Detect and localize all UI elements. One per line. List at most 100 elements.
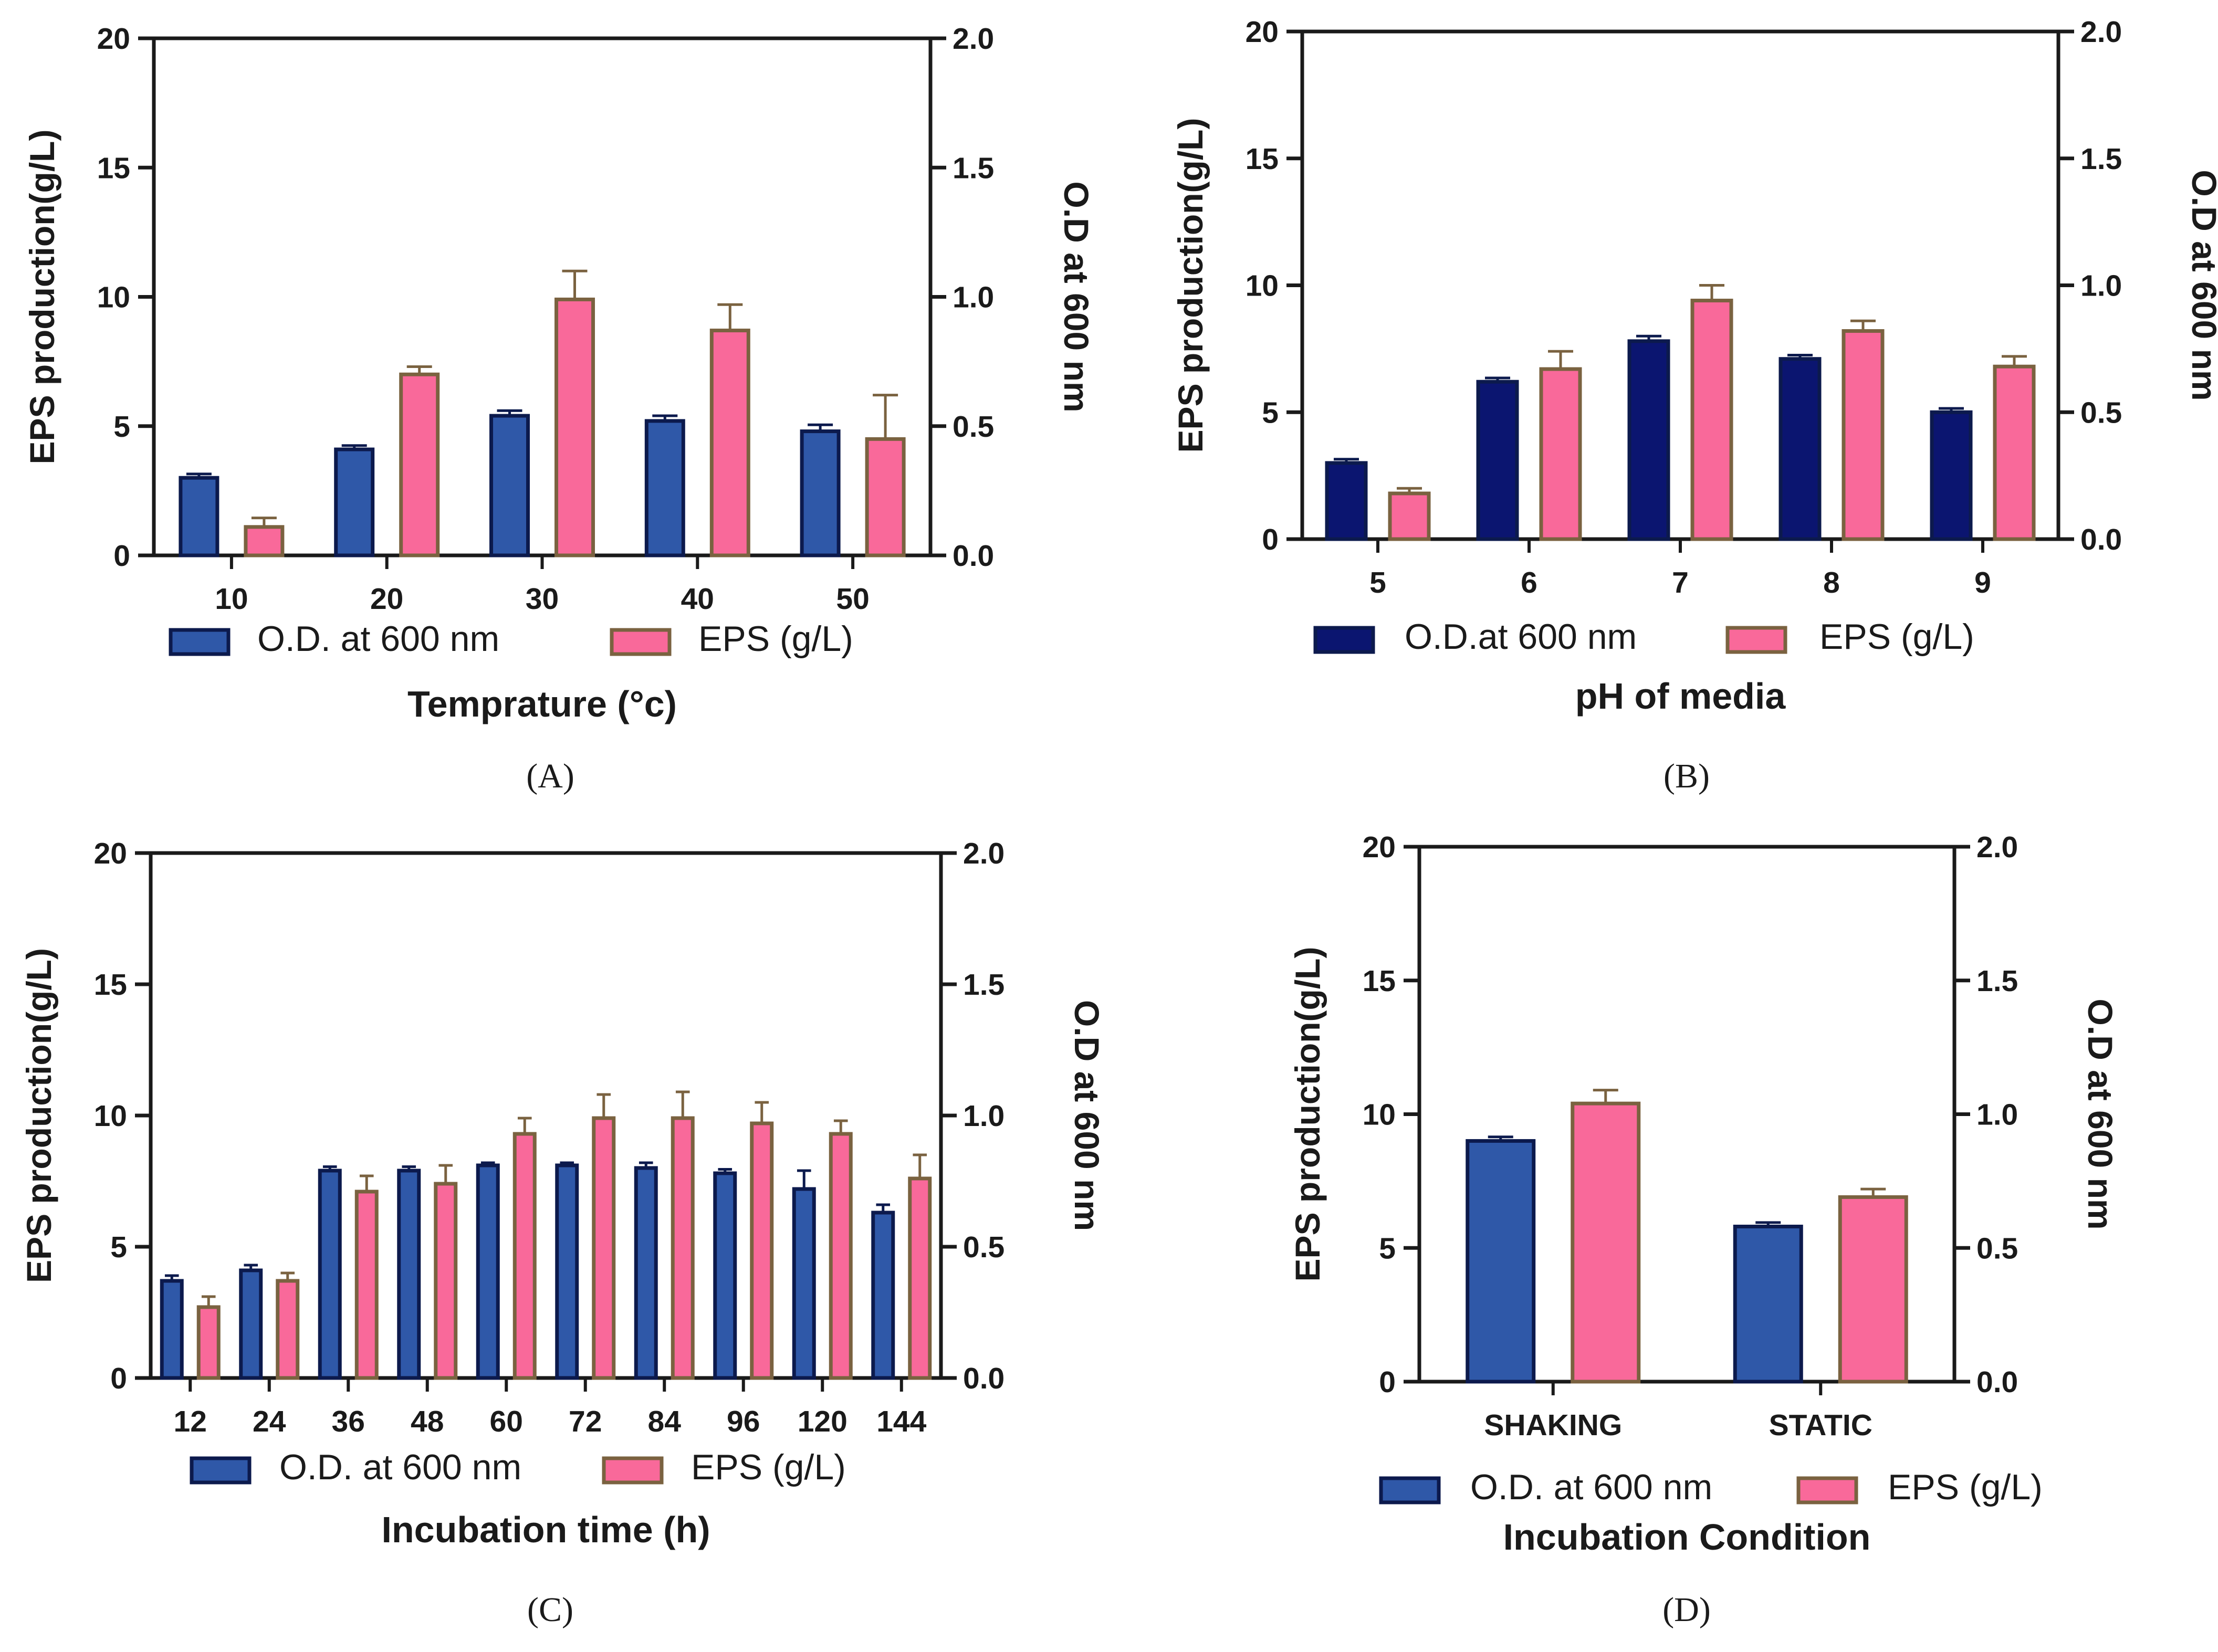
legend-od-label: O.D.at 600 nm <box>1405 617 1637 657</box>
right-tick-label: 0.0 <box>963 1362 1005 1395</box>
od-bar <box>1325 461 1368 541</box>
right-tick-label: 2.0 <box>963 837 1005 870</box>
legend-eps-swatch <box>1796 1476 1858 1504</box>
legend-eps-swatch <box>610 628 672 656</box>
right-tick-label: 0.0 <box>1976 1365 2018 1399</box>
eps-bar <box>592 1116 616 1380</box>
right-tick-label: 2.0 <box>953 22 994 56</box>
eps-bar <box>512 1132 537 1380</box>
eps-bar <box>671 1116 695 1380</box>
legend-od-swatch <box>1313 626 1375 654</box>
legend-eps-label: EPS (g/L) <box>1888 1467 2043 1507</box>
x-tick-label: 48 <box>411 1405 444 1438</box>
od-bar <box>792 1187 816 1380</box>
left-tick-label: 20 <box>1246 15 1279 49</box>
od-bar <box>800 429 841 557</box>
chart-panel-b: 0 5 10 15 20 0.0 0.5 1.0 1.5 2.0 5 6 7 8 9 EPS producti… <box>1171 15 2218 795</box>
od-bar <box>555 1163 579 1380</box>
right-axis-title: O.D at 600 nm <box>2185 170 2218 401</box>
x-tick-label: 84 <box>648 1405 682 1438</box>
right-tick-label: 0.0 <box>2080 523 2122 556</box>
chart-panel-a: 0 5 10 15 20 0.0 0.5 1.0 1.5 2.0 10 20 30 40 50 EPS pro… <box>23 22 1096 795</box>
x-tick-label: 6 <box>1521 566 1537 599</box>
od-bar <box>160 1279 184 1380</box>
left-tick-label: 5 <box>1379 1232 1396 1265</box>
chart-panel-c: 0 5 10 15 20 0.0 0.5 1.0 1.5 2.0 12 24 36 48 60 72 84 96 1… <box>19 837 1106 1629</box>
right-tick-label: 0.0 <box>953 539 994 573</box>
legend-od-swatch <box>1379 1476 1441 1504</box>
x-tick-label: 9 <box>1974 566 1991 599</box>
x-tick-label: 50 <box>836 582 869 616</box>
x-tick-label: 72 <box>569 1405 602 1438</box>
right-tick-label: 1.5 <box>963 968 1005 1002</box>
legend-od-label: O.D. at 600 nm <box>279 1447 521 1487</box>
od-bar <box>318 1169 342 1380</box>
eps-bar <box>244 525 285 557</box>
left-tick-label: 10 <box>94 1099 127 1133</box>
x-tick-label: 8 <box>1823 566 1840 599</box>
x-tick-label: 96 <box>727 1405 760 1438</box>
left-tick-label: 15 <box>94 968 127 1002</box>
eps-bar <box>354 1190 379 1380</box>
legend-eps-swatch <box>602 1456 664 1485</box>
left-tick-label: 20 <box>1363 830 1396 864</box>
left-tick-label: 0 <box>1262 523 1279 556</box>
eps-bar <box>196 1305 221 1380</box>
legend-od-swatch <box>169 628 231 656</box>
panel-caption: (C) <box>527 1591 573 1629</box>
left-tick-label: 15 <box>1246 142 1279 176</box>
legend-eps-swatch <box>1725 626 1787 654</box>
od-bar <box>489 414 530 557</box>
right-tick-label: 1.0 <box>953 281 994 314</box>
right-tick-label: 0.5 <box>953 410 994 444</box>
x-tick-label: 36 <box>332 1405 365 1438</box>
left-tick-label: 5 <box>110 1230 127 1264</box>
od-bar <box>1733 1224 1803 1384</box>
left-axis-title: EPS production(g/L) <box>19 948 58 1283</box>
right-tick-label: 1.5 <box>1976 964 2018 998</box>
od-bar <box>1627 339 1670 541</box>
left-axis-title: EPS production(g/L) <box>1288 947 1327 1282</box>
eps-bar <box>276 1279 300 1380</box>
eps-bar <box>1571 1101 1641 1384</box>
left-tick-label: 15 <box>1363 964 1396 998</box>
x-tick-label: 24 <box>253 1405 286 1438</box>
right-tick-label: 2.0 <box>1976 830 2018 864</box>
od-bar <box>239 1268 263 1380</box>
left-tick-label: 0 <box>110 1362 127 1395</box>
od-bar <box>397 1169 421 1380</box>
od-bar <box>476 1163 500 1380</box>
eps-bar <box>908 1176 932 1380</box>
panel-caption: (D) <box>1662 1591 1711 1629</box>
left-tick-label: 10 <box>97 281 130 314</box>
right-tick-label: 1.0 <box>2080 269 2122 303</box>
od-bar <box>179 476 219 557</box>
eps-bar <box>1690 299 1733 541</box>
x-tick-label: 120 <box>798 1405 848 1438</box>
eps-bar <box>1842 329 1885 541</box>
eps-bar <box>865 437 906 557</box>
x-axis-title: pH of media <box>1575 676 1786 717</box>
right-tick-label: 1.5 <box>2080 142 2122 176</box>
panel-caption: (B) <box>1664 757 1710 795</box>
legend-eps-label: EPS (g/L) <box>698 619 853 659</box>
eps-bar <box>1539 367 1582 541</box>
left-tick-label: 5 <box>1262 396 1279 429</box>
eps-bar <box>434 1182 458 1380</box>
x-axis-title: Temprature (°c) <box>407 683 677 724</box>
left-tick-label: 0 <box>113 539 130 573</box>
left-tick-label: 20 <box>94 837 127 870</box>
legend-od-label: O.D. at 600 nm <box>1470 1467 1712 1507</box>
right-tick-label: 1.0 <box>963 1099 1005 1133</box>
left-tick-label: 15 <box>97 151 130 185</box>
chart-panel-d: 0 5 10 15 20 0.0 0.5 1.0 1.5 2.0 SHAKING STATIC EPS … <box>1288 830 2120 1629</box>
eps-bar <box>399 372 440 557</box>
x-axis-title: Incubation time (h) <box>381 1509 710 1550</box>
left-tick-label: 20 <box>97 22 130 56</box>
right-axis-title: O.D at 600 nm <box>1068 1000 1106 1231</box>
eps-bar <box>829 1132 853 1380</box>
legend-od-swatch <box>190 1456 252 1485</box>
x-axis-title: Incubation Condition <box>1503 1517 1871 1558</box>
eps-bar <box>1838 1195 1908 1384</box>
